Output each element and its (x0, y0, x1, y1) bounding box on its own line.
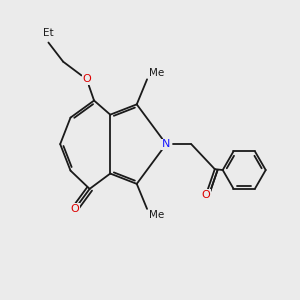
Text: O: O (70, 204, 79, 214)
Text: Me: Me (148, 210, 164, 220)
Text: O: O (202, 190, 210, 200)
Text: N: N (162, 139, 170, 149)
Text: O: O (82, 74, 91, 84)
Text: Me: Me (148, 68, 164, 78)
Text: Et: Et (43, 28, 54, 38)
